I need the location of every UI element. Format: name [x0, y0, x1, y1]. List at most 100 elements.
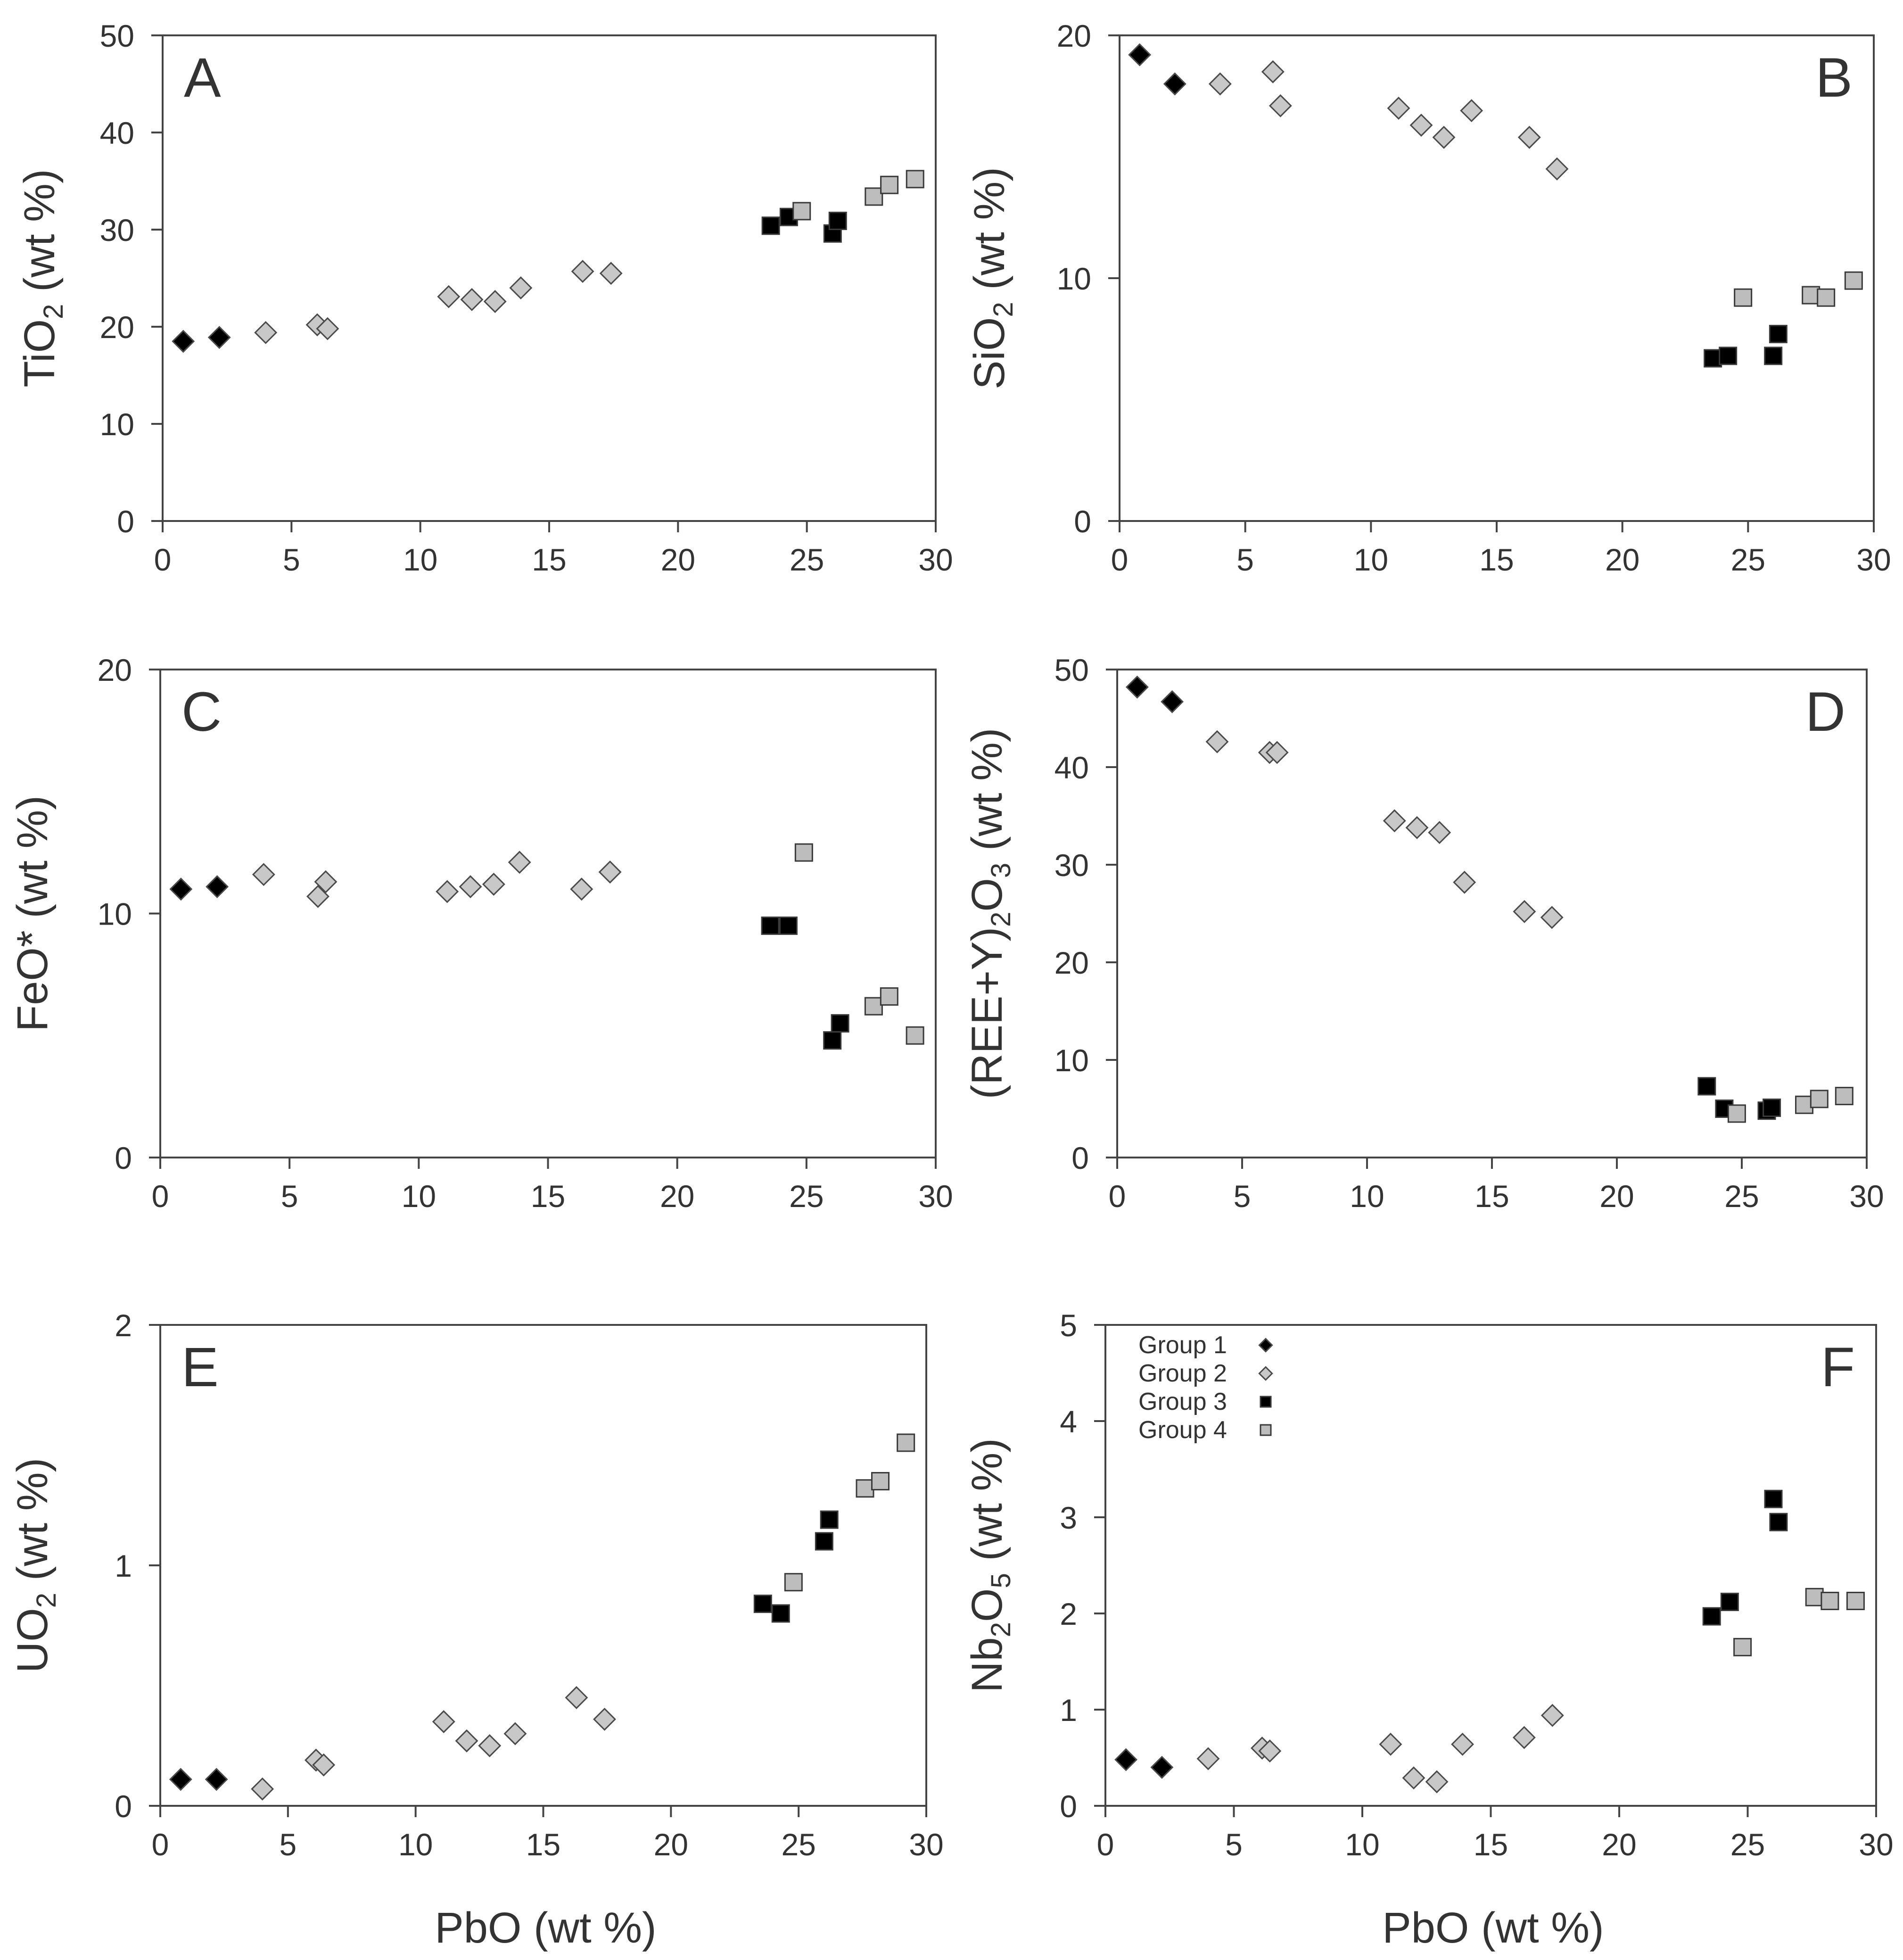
- panel-c-group2-point: [459, 875, 482, 899]
- y-axis-title-part: SiO: [965, 317, 1013, 389]
- panel-c-group4-point: [906, 1026, 924, 1045]
- panel-a: 0 5 10 15 20 25 30 0 10 20 30 40 50 TiO2 (wt %) A: [16, 18, 953, 577]
- panel-b-y-axis-title: SiO2 (wt %): [965, 167, 1019, 389]
- panel-b-group2-point: [1545, 157, 1569, 181]
- panel-e-x-axis-title: PbO (wt %): [435, 1904, 656, 1952]
- panel-d-group2-point: [1405, 816, 1429, 839]
- panel-e-group2-point: [478, 1734, 502, 1757]
- panel-b-letter: B: [1815, 47, 1853, 109]
- panel-d-y-tick-label: 0: [1071, 1141, 1089, 1175]
- panel-c-group3-point: [779, 916, 798, 935]
- panel-d-group2-point: [1265, 741, 1289, 764]
- legend-label-1: Group 1: [1138, 1331, 1227, 1359]
- panel-c-y-axis-title: FeO* (wt %): [8, 795, 57, 1032]
- panel-c-group4-point: [794, 843, 813, 862]
- panel-e-group3-point: [771, 1604, 790, 1623]
- panel-c-letter: C: [181, 681, 222, 743]
- panel-e-group2-point: [593, 1707, 616, 1731]
- panel-b-group2-point: [1409, 114, 1433, 137]
- panel-c-x-tick-label: 5: [281, 1179, 298, 1214]
- y-axis-title-part: 3: [986, 863, 1016, 878]
- panel-f-x-tick-label: 25: [1730, 1827, 1765, 1862]
- panel-c-group2-point: [306, 885, 330, 908]
- panel-f-x-axis-title: PbO (wt %): [1382, 1904, 1604, 1952]
- panel-f-y-tick-label: 5: [1060, 1308, 1077, 1343]
- panel-a-group2-point: [509, 276, 533, 300]
- panel-a-y-tick-label: 10: [100, 407, 134, 442]
- panel-f-x-tick-label: 0: [1097, 1827, 1114, 1862]
- panel-a-group2-point: [483, 289, 507, 313]
- legend-label-3: Group 3: [1138, 1388, 1227, 1415]
- legend-marker-3: [1260, 1396, 1272, 1408]
- panel-b-group2-point: [1261, 60, 1285, 83]
- panel-e-group4-point: [784, 1573, 803, 1592]
- panel-a-y-tick-label: 50: [100, 18, 134, 53]
- panel-a-group2-point: [460, 288, 484, 311]
- legend-marker-2: [1258, 1366, 1273, 1381]
- panel-b-x-tick-label: 10: [1354, 542, 1388, 577]
- panel-f-group3-point: [1764, 1489, 1783, 1508]
- panel-b-group2-point: [1432, 125, 1456, 149]
- panel-d-x-tick-label: 10: [1350, 1179, 1384, 1214]
- panel-b-x-tick-label: 30: [1856, 542, 1891, 577]
- y-axis-title-part: 5: [986, 1573, 1016, 1588]
- y-axis-title-part: O: [963, 1588, 1011, 1622]
- panel-d-x-tick-label: 30: [1849, 1179, 1884, 1214]
- panel-a-y-axis-title: TiO2 (wt %): [16, 169, 69, 387]
- panel-e-group3-point: [753, 1595, 772, 1613]
- panel-e-group2-point: [251, 1777, 274, 1801]
- panel-c-x-tick-label: 10: [402, 1179, 436, 1214]
- panel-c-y-tick-label: 10: [98, 897, 132, 932]
- panel-b-group4-point: [1802, 286, 1821, 305]
- panel-f-y-tick-label: 4: [1060, 1404, 1077, 1439]
- y-axis-title-part: 2: [988, 302, 1019, 317]
- panel-c-group2-point: [598, 860, 622, 884]
- panel-c-group2-point: [570, 877, 593, 901]
- panel-c-x-tick-label: 0: [152, 1179, 169, 1214]
- panel-c-group2-point: [508, 851, 531, 874]
- panel-d-group3-point: [1697, 1077, 1716, 1096]
- panel-d-group2-point: [1383, 809, 1406, 833]
- panel-a-group4-point: [906, 170, 924, 189]
- panel-e-letter: E: [181, 1336, 219, 1398]
- panel-d-x-tick-label: 0: [1109, 1179, 1126, 1214]
- y-axis-title-part: O: [963, 878, 1011, 912]
- panel-c-y-tick-label: 0: [115, 1141, 132, 1175]
- y-axis-title-part: 2: [31, 1593, 62, 1608]
- panel-c-x-tick-label: 15: [531, 1179, 565, 1214]
- panel-f-x-tick-label: 5: [1225, 1827, 1243, 1862]
- panel-f-group2-point: [1258, 1739, 1282, 1763]
- panel-a-letter: A: [184, 47, 221, 109]
- panel-e-group2-point: [455, 1729, 478, 1753]
- panel-a-group1-point: [172, 330, 195, 353]
- panel-b-group2-point: [1387, 97, 1410, 120]
- panel-a-y-tick-label: 0: [117, 504, 134, 539]
- panel-d-group2-point: [1513, 900, 1536, 923]
- panel-e-group2-point: [432, 1710, 455, 1733]
- panel-b-x-tick-label: 5: [1236, 542, 1254, 577]
- panel-b-group4-point: [1817, 288, 1836, 307]
- panel-d-y-tick-label: 10: [1054, 1043, 1089, 1078]
- panel-b-group2-point: [1517, 125, 1541, 149]
- panel-f-group4-point: [1733, 1637, 1752, 1656]
- panel-b-group2-point: [1269, 94, 1292, 117]
- panel-b-y-tick-label: 0: [1074, 504, 1091, 539]
- legend-marker-1: [1258, 1338, 1273, 1353]
- panel-e-group2-point: [503, 1722, 527, 1745]
- panel-f-y-axis-title: Nb2O5 (wt %): [963, 1438, 1016, 1693]
- panel-e-x-tick-label: 5: [279, 1827, 297, 1862]
- panel-e-group3-point: [820, 1510, 839, 1529]
- panel-c-group2-point: [436, 880, 459, 903]
- panel-a-x-tick-label: 10: [403, 542, 437, 577]
- y-axis-title-part: (wt %): [963, 728, 1011, 863]
- panel-e-x-tick-label: 30: [909, 1827, 943, 1862]
- panel-d-group2-point: [1205, 730, 1229, 753]
- panel-c-group1-point: [206, 875, 229, 899]
- panel-b-group4-point: [1734, 288, 1753, 307]
- panel-b-group4-point: [1844, 271, 1863, 290]
- panel-a-y-tick-label: 20: [100, 310, 134, 345]
- panel-b-x-tick-label: 0: [1111, 542, 1129, 577]
- panel-f-group2-point: [1402, 1766, 1425, 1790]
